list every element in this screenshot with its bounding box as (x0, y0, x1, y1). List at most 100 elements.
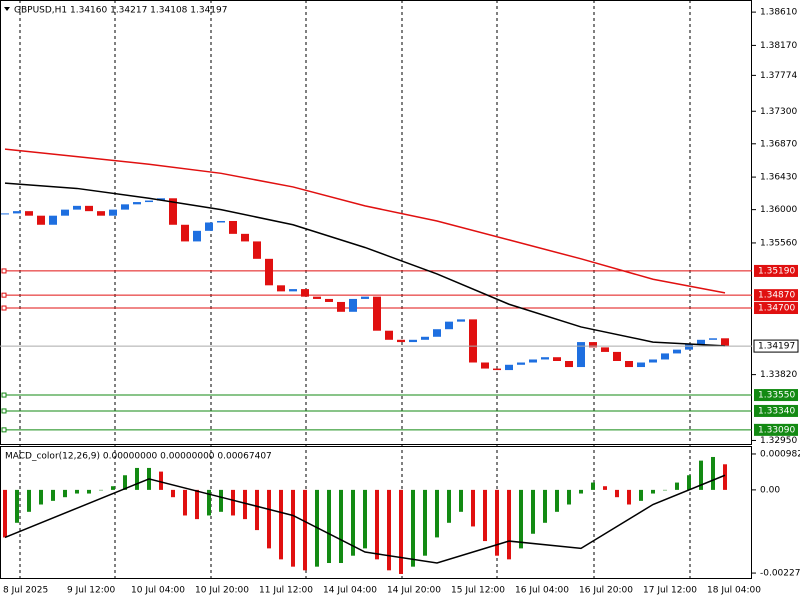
candle (193, 230, 201, 242)
x-tick-label: 14 Jul 04:00 (323, 586, 377, 596)
level-handle (1, 305, 7, 311)
macd-bar (207, 489, 211, 516)
level-label: 1.35190 (758, 266, 795, 276)
macd-bar (159, 471, 163, 490)
candle (121, 204, 129, 210)
candle (301, 289, 309, 297)
candle (637, 362, 645, 368)
macd-bar (171, 489, 175, 498)
macd-bar (63, 489, 67, 498)
macd-bar (111, 486, 115, 490)
macd-bar (39, 489, 43, 505)
macd-bar (723, 464, 727, 490)
candle (241, 233, 249, 242)
y-tick-label: 1.37774 (760, 71, 797, 81)
line (4, 474, 726, 564)
candle (433, 329, 441, 337)
candle (721, 338, 729, 347)
candle (421, 336, 429, 340)
y-tick-label: -0.002275 (760, 569, 800, 579)
y-tick-label: 1.36430 (760, 173, 797, 183)
level-handle (1, 292, 7, 298)
macd-bar (459, 489, 463, 512)
y-tick-label: 1.37300 (760, 107, 797, 117)
menu-arrow[interactable] (4, 7, 10, 11)
macd-bar (243, 489, 247, 520)
line (4, 148, 726, 294)
candle (385, 330, 393, 340)
macd-bar (363, 489, 367, 549)
candle (469, 319, 477, 363)
candle (97, 211, 105, 216)
macd-bar (639, 489, 643, 501)
candle (205, 222, 213, 231)
macd-bar (123, 475, 127, 490)
candle (445, 321, 453, 330)
x-tick-label: 16 Jul 20:00 (579, 586, 633, 596)
candle (625, 360, 633, 368)
x-tick-label: 8 Jul 2025 (3, 586, 48, 596)
macd-bar (495, 489, 499, 556)
macd-bar (375, 489, 379, 560)
macd-bar (627, 489, 631, 505)
candle (289, 289, 297, 292)
level-label: 1.34870 (758, 291, 795, 301)
current-price-box (753, 339, 799, 353)
candle (313, 296, 321, 299)
candle (577, 342, 585, 368)
level-handle (1, 268, 7, 274)
macd-bar (675, 482, 679, 490)
y-tick-label: 1.38610 (760, 8, 797, 18)
level-label: 1.34700 (758, 304, 795, 314)
candle (37, 215, 45, 225)
level-handle (1, 427, 7, 433)
macd-bar (711, 456, 715, 490)
macd-bar (255, 489, 259, 531)
current-price-label: 1.34197 (758, 342, 795, 352)
candle (277, 285, 285, 292)
level-handle (1, 392, 7, 398)
candle (325, 298, 333, 302)
y-tick-label: 1.32950 (760, 436, 797, 446)
candle (589, 342, 597, 348)
level-label: 1.33090 (758, 425, 795, 435)
candle (85, 205, 93, 212)
candle (673, 349, 681, 354)
macd-bar (687, 475, 691, 490)
candle (649, 359, 657, 363)
macd-bar (603, 486, 607, 490)
macd-bar (531, 489, 535, 534)
macd-bar (219, 489, 223, 512)
macd-bar (27, 489, 31, 512)
macd-bar (519, 489, 523, 549)
y-tick-label: 1.35560 (760, 238, 797, 248)
candle (505, 364, 513, 371)
price-title: GBPUSD,H1 1.34160 1.34217 1.34108 1.3419… (14, 6, 227, 16)
candle (613, 351, 621, 361)
level-label: 1.33550 (758, 391, 795, 401)
macd-bar (423, 489, 427, 556)
macd-bar (651, 489, 655, 494)
macd-bar (579, 489, 583, 494)
candle (337, 301, 345, 312)
level-label-box (754, 264, 798, 277)
candle (661, 353, 669, 360)
candle (25, 211, 33, 216)
macd-bar (435, 489, 439, 538)
candle (49, 215, 57, 225)
macd-bar (99, 489, 103, 491)
macd-bar (351, 489, 355, 556)
y-tick-label: 0.000982 (760, 449, 800, 459)
candle (709, 338, 717, 340)
candle (565, 360, 573, 368)
candle (61, 209, 69, 216)
candle (73, 205, 81, 210)
macd-bar (267, 489, 271, 549)
candle (181, 224, 189, 242)
candle (373, 296, 381, 331)
level-handle (1, 408, 7, 414)
macd-bar (3, 489, 7, 538)
y-tick-label: 1.38170 (760, 41, 797, 51)
macd-bar (555, 489, 559, 512)
